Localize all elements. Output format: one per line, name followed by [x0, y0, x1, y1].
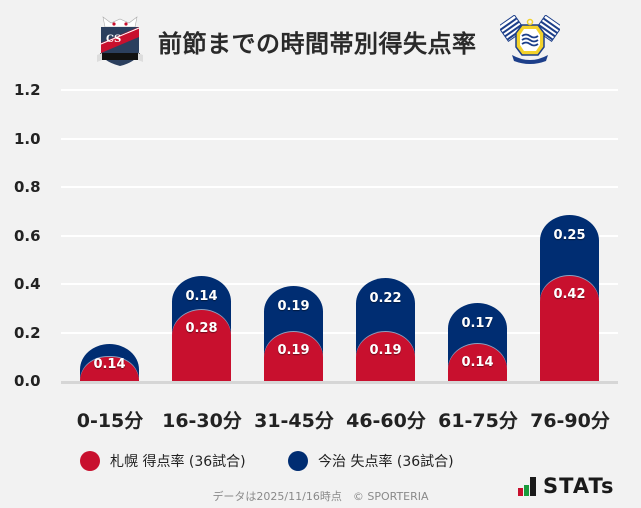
- gridline: [61, 89, 618, 91]
- x-category-31-45: 31-45分: [254, 410, 334, 432]
- y-tick-0.2: 0.2: [14, 324, 41, 342]
- data-source-note: データは2025/11/16時点 © SPORTERIA: [212, 490, 429, 503]
- legend-away-dot-icon: [288, 451, 308, 471]
- stats-bar-red-icon: [518, 488, 523, 496]
- gridline: [61, 186, 618, 188]
- y-tick-0.6: 0.6: [14, 227, 41, 245]
- bar-segment-home: [172, 309, 231, 381]
- legend-away-label: 今治 失点率 (36試合): [318, 454, 454, 470]
- chart-title: 前節までの時間帯別得失点率: [158, 30, 477, 58]
- x-category-76-90: 76-90分: [530, 410, 610, 432]
- stats-brand-logo: STATs: [518, 474, 615, 498]
- stats-brand-text: STATs: [543, 474, 615, 498]
- stacked-bar-chart: 0.0 0.2 0.4 0.6 0.8 1.0 1.2 0.14 0.14 0.28…: [14, 81, 618, 390]
- gridline: [61, 235, 618, 237]
- bar-value-home: 0.14: [461, 354, 494, 370]
- y-tick-0.0: 0.0: [14, 372, 41, 390]
- bar-value-away: 0.22: [369, 291, 402, 307]
- gridline: [61, 332, 618, 334]
- bar-segment-home: [448, 343, 507, 381]
- gridline: [61, 138, 618, 140]
- bar-value-home: 0.19: [277, 342, 310, 358]
- x-category-0-15: 0-15分: [76, 410, 144, 432]
- bar-segment-home: [356, 331, 415, 381]
- bar-segment-home: [540, 275, 599, 381]
- bar-value-away: 0.25: [553, 228, 586, 244]
- gridline: [61, 283, 618, 285]
- away-team-crest-icon: [497, 14, 563, 65]
- y-tick-0.4: 0.4: [14, 275, 41, 293]
- x-category-61-75: 61-75分: [438, 410, 518, 432]
- legend-item-away: 今治 失点率 (36試合): [288, 450, 454, 472]
- y-tick-0.8: 0.8: [14, 178, 41, 196]
- bar-value-away: 0.14: [185, 288, 218, 304]
- bar-segment-home: [264, 331, 323, 381]
- svg-text:CS: CS: [106, 34, 121, 45]
- y-tick-1.2: 1.2: [14, 81, 41, 99]
- bar-value-away: 0.14: [93, 356, 126, 372]
- legend-home-dot-icon: [80, 451, 100, 471]
- home-team-crest-icon: CS: [97, 13, 143, 68]
- chart-header: CS 前節までの時間帯別得失点率: [0, 0, 641, 80]
- bar-value-home: 0.19: [369, 342, 402, 358]
- bar-value-away: 0.19: [277, 298, 310, 314]
- x-category-46-60: 46-60分: [346, 410, 426, 432]
- legend-item-home: 札幌 得点率 (36試合): [80, 450, 246, 472]
- stats-bar-green-icon: [524, 485, 529, 496]
- bar-value-home: 0.42: [553, 286, 586, 302]
- legend-home-label: 札幌 得点率 (36試合): [110, 454, 246, 470]
- bar-value-home: 0.28: [185, 320, 218, 336]
- x-axis-baseline: [61, 381, 618, 384]
- y-tick-1.0: 1.0: [14, 130, 41, 148]
- bar-value-away: 0.17: [461, 315, 494, 331]
- stats-bar-black-icon: [530, 477, 536, 496]
- x-category-16-30: 16-30分: [162, 410, 242, 432]
